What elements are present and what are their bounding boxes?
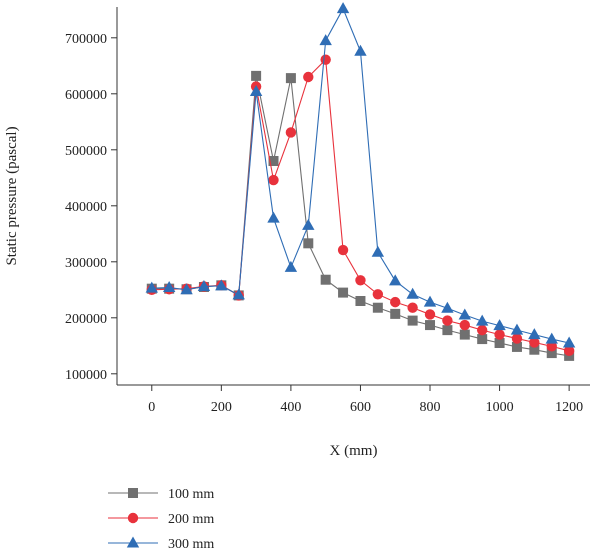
- x-tick-label: 1200: [555, 400, 583, 415]
- data-point: [458, 308, 471, 320]
- data-point: [268, 174, 279, 186]
- data-point: [390, 308, 401, 319]
- legend: 100 mm 200 mm 300 mm: [108, 487, 214, 552]
- legend-item: 100 mm: [108, 487, 214, 502]
- data-point: [459, 319, 470, 331]
- data-point: [425, 320, 436, 331]
- data-point: [441, 301, 454, 313]
- data-point: [319, 34, 332, 46]
- data-point: [215, 279, 228, 291]
- data-point: [320, 54, 331, 65]
- data-point: [442, 325, 453, 336]
- data-point: [407, 315, 418, 326]
- y-tick-label: 400000: [65, 200, 107, 215]
- data-point: [249, 85, 263, 97]
- data-point: [267, 211, 280, 223]
- data-point: [372, 289, 384, 300]
- x-tick-label: 1000: [486, 400, 514, 415]
- data-point: [510, 323, 524, 335]
- data-point: [424, 309, 436, 320]
- data-point: [476, 324, 488, 336]
- data-point: [372, 302, 383, 313]
- data-point: [355, 296, 366, 306]
- y-tick-label: 700000: [65, 32, 107, 47]
- data-point: [285, 127, 297, 138]
- legend-label: 300 mm: [168, 537, 214, 552]
- series-square: [146, 70, 575, 361]
- data-point: [336, 2, 350, 14]
- legend-item: 300 mm: [108, 536, 214, 552]
- data-point: [546, 348, 557, 359]
- data-point: [511, 341, 522, 352]
- axes: 100000 200000 300000 400000 500000 600000 7000…: [65, 7, 590, 415]
- data-point: [268, 156, 279, 166]
- data-point: [493, 319, 506, 331]
- legend-label: 200 mm: [168, 512, 214, 527]
- y-axis-title: Static pressure (pascal): [4, 126, 20, 265]
- data-point: [285, 73, 296, 84]
- data-point: [459, 329, 470, 340]
- y-tick-label: 600000: [65, 88, 107, 103]
- data-point: [251, 70, 262, 81]
- data-point: [529, 344, 540, 355]
- series-layer: [145, 2, 576, 361]
- y-tick-label: 300000: [65, 256, 107, 271]
- data-point: [180, 283, 193, 295]
- x-tick-label: 400: [280, 400, 301, 415]
- legend-label: 100 mm: [168, 487, 214, 502]
- series-line: [151, 75, 570, 357]
- data-point: [423, 295, 437, 307]
- data-point: [337, 244, 349, 256]
- data-point: [320, 274, 331, 285]
- data-point: [494, 329, 505, 340]
- data-point: [303, 238, 314, 249]
- data-point: [355, 275, 366, 286]
- x-tick-label: 0: [148, 400, 155, 415]
- y-tick-label: 200000: [65, 312, 107, 327]
- data-point: [511, 333, 523, 344]
- series-triangle: [145, 2, 576, 348]
- data-point: [477, 334, 488, 345]
- data-point: [475, 314, 489, 326]
- legend-marker: [126, 536, 140, 548]
- data-point: [407, 302, 418, 313]
- data-point: [563, 345, 575, 357]
- legend-marker: [128, 488, 138, 498]
- data-point: [354, 44, 367, 56]
- legend-item: 200 mm: [108, 512, 214, 527]
- data-point: [303, 71, 314, 83]
- data-point: [197, 279, 211, 291]
- data-point: [145, 281, 158, 293]
- data-point: [389, 274, 402, 286]
- data-point: [528, 328, 541, 340]
- x-tick-label: 200: [211, 400, 232, 415]
- y-tick-label: 500000: [65, 144, 107, 159]
- data-point: [546, 341, 557, 352]
- data-point: [545, 332, 558, 344]
- data-point: [562, 336, 576, 348]
- data-point: [529, 337, 540, 348]
- y-tick-label: 100000: [65, 368, 107, 383]
- data-point: [406, 287, 419, 299]
- data-point: [284, 260, 298, 272]
- x-tick-label: 800: [420, 400, 441, 415]
- series-line: [151, 7, 570, 344]
- x-tick-label: 600: [350, 400, 371, 415]
- data-point: [232, 288, 245, 300]
- data-point: [371, 245, 385, 257]
- series-circle: [146, 54, 575, 357]
- legend-marker: [127, 512, 139, 524]
- data-point: [302, 218, 315, 230]
- data-point: [494, 338, 505, 348]
- data-point: [162, 281, 176, 293]
- data-point: [338, 287, 349, 298]
- series-line: [151, 58, 570, 352]
- data-point: [442, 315, 453, 326]
- data-point: [390, 296, 401, 308]
- x-axis-title: X (mm): [330, 443, 378, 459]
